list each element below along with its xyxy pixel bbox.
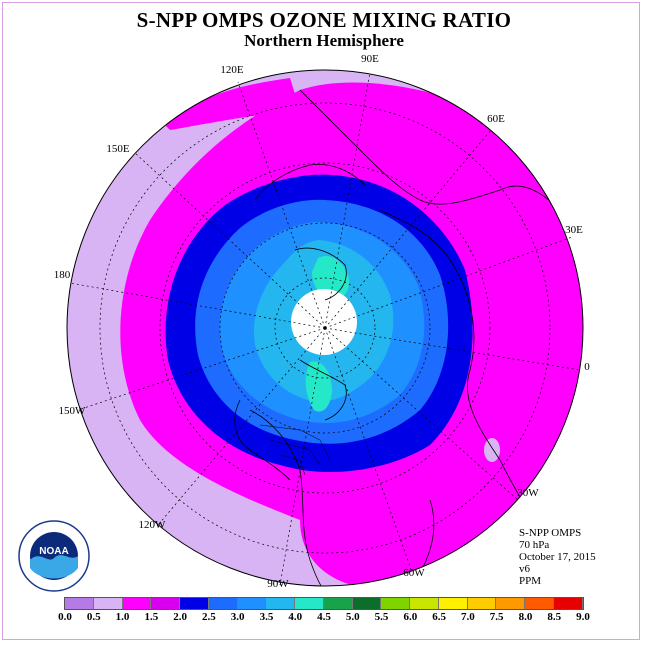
info-instrument: S-NPP OMPS [519,527,582,539]
polar-no-data [291,289,357,355]
colorbar-swatch [467,598,497,609]
colorbar-swatch [496,598,526,609]
colorbar [64,597,584,610]
page-subtitle: Northern Hemisphere [244,31,404,50]
colorbar-tick-label: 1.5 [144,611,159,623]
colorbar-tick-label: 4.5 [317,611,331,623]
colorbar-tick-label: 7.5 [489,611,504,623]
colorbar-swatch [525,598,555,609]
colorbar-swatch [151,598,181,609]
colorbar-tick-label: 5.0 [345,611,360,623]
lon-label-90W: 90W [267,578,289,590]
logo-text: NOAA [39,546,68,557]
page-title: S-NPP OMPS OZONE MIXING RATIO [136,8,512,32]
colorbar-ticks: 0.0 0.5 1.0 1.5 2.0 2.5 3.0 3.5 4.0 4.5 5.0 5.5 6.0 6… [0,611,648,625]
colorbar-tick-label: 2.5 [202,611,216,623]
lon-label-120W: 120W [139,519,167,531]
plot-frame [2,2,640,640]
colorbar-swatch [180,598,209,609]
info-version: v6 [519,563,530,575]
graticule [69,71,581,586]
colorbar-tick-label: 8.5 [547,611,562,623]
noaa-logo: NOAA [18,520,90,592]
ozone-field [67,70,583,586]
info-date: October 17, 2015 [519,551,596,563]
info-level: 70 hPa [519,539,550,551]
colorbar-swatch [438,598,468,609]
colorbar-swatch [122,598,152,609]
lon-label-30W: 30W [517,487,539,499]
state-borders [259,424,331,476]
colorbar-tick-label: 1.0 [115,611,130,623]
lon-label-120E: 120E [220,64,244,76]
colorbar-swatch [352,598,382,609]
colorbar-swatch [381,598,411,609]
lon-label-0: 0 [584,361,590,373]
map-boundary [66,69,584,587]
colorbar-tick-label: 7.0 [461,611,475,623]
info-units: PPM [519,575,542,587]
info-block: S-NPP OMPS 70 hPa October 17, 2015 v6 PP… [519,527,596,587]
colorbar-tick-label: 2.0 [173,611,187,623]
lon-label-60E: 60E [487,113,505,125]
colorbar-swatch [410,598,439,609]
lon-label-150W: 150W [59,405,87,417]
ozone-patch-0.5 [484,438,500,462]
lon-label-60W: 60W [403,567,425,579]
ozone-band-1.0-arc [165,78,300,130]
colorbar-tick-label: 4.0 [288,611,303,623]
colorbar-tick-label: 0.0 [58,611,72,623]
colorbar-tick-label: 6.0 [403,611,418,623]
colorbar-tick-label: 8.0 [518,611,533,623]
colorbar-swatch [323,598,353,609]
colorbar-swatch [237,598,267,609]
lon-label-30E: 30E [565,224,583,236]
colorbar-swatch [295,598,324,609]
lon-label-150E: 150E [106,143,130,155]
colorbar-tick-label: 3.5 [259,611,274,623]
colorbar-tick-label: 0.5 [86,611,101,623]
colorbar-tick-label: 9.0 [576,611,590,623]
colorbar-tick-label: 3.0 [230,611,245,623]
colorbar-tick-label: 6.5 [432,611,446,623]
colorbar-tick-label: 5.5 [374,611,389,623]
colorbar-swatch [266,598,296,609]
colorbar-swatch [93,598,123,609]
colorbar-swatch [208,598,238,609]
colorbar-swatch [554,598,583,609]
lon-label-180: 180 [54,269,71,281]
lon-label-90E: 90E [361,53,379,65]
colorbar-swatch [65,598,94,609]
